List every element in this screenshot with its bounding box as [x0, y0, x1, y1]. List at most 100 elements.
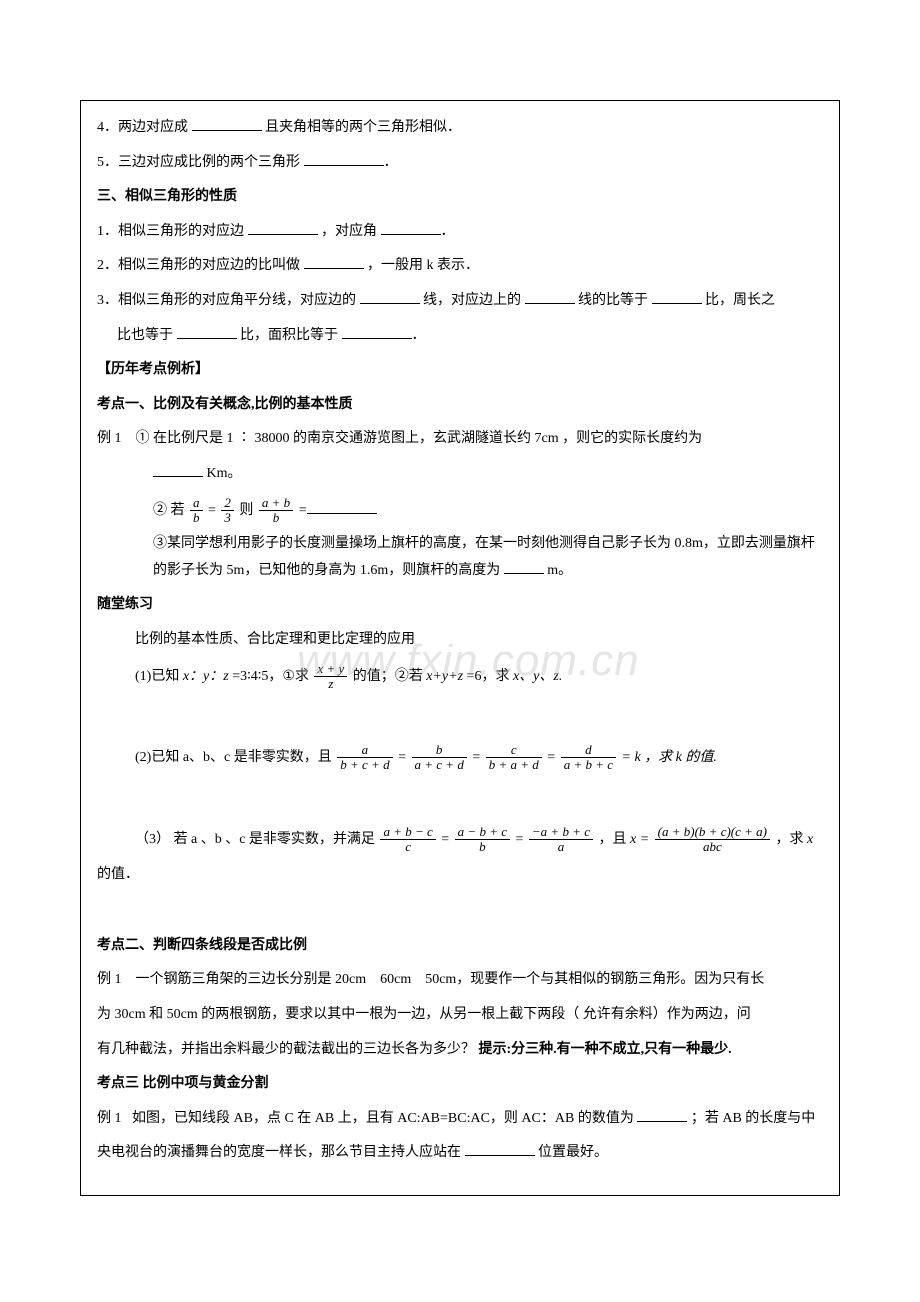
frac-den: a [529, 840, 593, 854]
s3-2-blank [304, 256, 364, 269]
s3-3-blank1 [360, 291, 420, 304]
frac-den: b + a + d [486, 758, 542, 772]
history-title: 【历年考点例析】 [97, 357, 823, 384]
kd2-ex-l3a: 有几种截法，并指出余料最少的截法截出的三边长各为多少？ [97, 1042, 475, 1057]
frac-num: a [190, 496, 203, 511]
frac-num: a [337, 743, 392, 758]
frac-num: d [561, 743, 616, 758]
kd2-title: 考点二、判断四条线段是否成比例 [97, 933, 823, 960]
sui-q1-sum: x+y+z [426, 669, 463, 684]
frac-num: −a + b + c [529, 825, 593, 840]
frac-f3: −a + b + c a [529, 825, 593, 855]
ex1-2b: 则 [239, 503, 257, 518]
ex1-label: 例 1 [97, 431, 122, 446]
sui-q1-xyz: x：y：z [183, 669, 229, 684]
frac-num: c [486, 743, 542, 758]
example-1-line1: 例 1 ① 在比例尺是 1 ∶ 38000 的南京交通游览图上，玄武湖隧道长约 … [97, 426, 823, 453]
kd3-title: 考点三 比例中项与黄金分割 [97, 1071, 823, 1098]
sui-sub-text: 比例的基本性质、合比定理和更比定理的应用 [135, 632, 415, 647]
frac-apb-b: a + b b [259, 496, 293, 526]
kd3-l1b: ；若 AB 的长度与中 [691, 1111, 815, 1126]
q4-blank [192, 118, 262, 131]
s3-item-3: 3．相似三角形的对应角平分线，对应边的 线，对应边上的 线的比等于 比，周长之 [97, 288, 823, 315]
suitang-sub: 比例的基本性质、合比定理和更比定理的应用 www.fxin.com.cn [97, 627, 823, 654]
frac-fx: (a + b)(b + c)(c + a) abc [655, 825, 770, 855]
s3-1-blank1 [248, 221, 318, 234]
sui-q1: (1)已知 x：y：z =3∶4∶5，①求 x + y z 的值；②若 x+y+… [97, 662, 823, 692]
sui-q2b: ，求 k 的值. [644, 750, 717, 765]
frac-den: a + c + d [412, 758, 467, 772]
frac-den: abc [655, 840, 770, 854]
frac-a-b: a b [190, 496, 203, 526]
frac-f1: a + b − c c [380, 825, 435, 855]
ex1-3a: ③某同学想利用影子的长度测量操场上旗杆的高度，在某一时刻他测得自己影子长为 0.… [153, 536, 815, 578]
frac-f2: a − b + c b [455, 825, 510, 855]
frac-d-abc: d a + b + c [561, 743, 616, 773]
s3-3-blank4 [177, 325, 237, 338]
spacer [97, 897, 823, 933]
frac-den: c [380, 840, 435, 854]
sui-q3b: ，且 [599, 832, 627, 847]
s3-3-blank3 [652, 291, 702, 304]
s3-3-e: 比也等于 [117, 328, 173, 343]
sui-q1d: =6，求 [467, 669, 513, 684]
frac-2-3: 2 3 [221, 496, 234, 526]
sui-q3c: ，求 [776, 832, 808, 847]
frac-den: b [259, 511, 293, 525]
frac-xpy-z: x + y z [314, 662, 347, 692]
frac-num: (a + b)(b + c)(c + a) [655, 825, 770, 840]
sui-q1a: (1)已知 [135, 669, 183, 684]
sui-q1c: 的值；②若 [353, 669, 427, 684]
s3-3-f: 比，面积比等于 [240, 328, 338, 343]
q4-text-a: 4．两边对应成 [97, 120, 188, 135]
content-frame: 4．两边对应成 且夹角相等的两个三角形相似． 5．三边对应成比例的两个三角形 ．… [80, 100, 840, 1196]
suitang-title: 随堂练习 [97, 592, 823, 619]
frac-den: a + b + c [561, 758, 616, 772]
frac-b-acd: b a + c + d [412, 743, 467, 773]
sui-q2a: (2)已知 a、b、c 是非零实数，且 [135, 750, 332, 765]
sui-q3: （3） 若 a 、b 、c 是非零实数，并满足 a + b − c c = a … [97, 825, 823, 855]
ex1-2-blank [307, 500, 377, 513]
sui-q2-eqk: = k [622, 750, 641, 765]
s3-1-a: 1．相似三角形的对应边 [97, 224, 244, 239]
s3-2-b: ，一般用 k 表示． [367, 258, 479, 273]
kd3-l2a: 央电视台的演播舞台的宽度一样长，那么节目主持人应站在 [97, 1145, 461, 1160]
frac-c-bad: c b + a + d [486, 743, 542, 773]
q5-blank [304, 152, 384, 165]
question-5: 5．三边对应成比例的两个三角形 ． [97, 150, 823, 177]
kd1-title: 考点一、比例及有关概念,比例的基本性质 [97, 392, 823, 419]
s3-item-3-cont: 比也等于 比，面积比等于 ． [97, 323, 823, 350]
ex1-2a: ② 若 [153, 503, 188, 518]
frac-num: a + b − c [380, 825, 435, 840]
ex1-3b: m。 [547, 563, 572, 578]
s3-1-b: ，对应角 [321, 224, 377, 239]
sui-q3d: 的值． [97, 867, 139, 882]
s3-3-d: 比，周长之 [705, 293, 775, 308]
kd3-ex-label: 例 1 [97, 1111, 122, 1126]
frac-den: b [190, 511, 203, 525]
ex1-1b: Km。 [207, 466, 242, 481]
frac-num: a − b + c [455, 825, 510, 840]
spacer [97, 781, 823, 825]
kd2-ex-l1: 例 1 一个钢筋三角架的三边长分别是 20cm 60cm 50cm，现要作一个与… [97, 967, 823, 994]
example-1-line2: ② 若 a b = 2 3 则 a + b b = [97, 496, 823, 526]
q4-text-b: 且夹角相等的两个三角形相似． [265, 120, 461, 135]
frac-num: 2 [221, 496, 234, 511]
kd3-ex-l1: 例 1 如图，已知线段 AB，点 C 在 AB 上，且有 AC:AB=BC:AC… [97, 1106, 823, 1133]
kd3-l1a: 如图，已知线段 AB，点 C 在 AB 上，且有 AC:AB=BC:AC，则 A… [132, 1111, 634, 1126]
s3-2-a: 2．相似三角形的对应边的比叫做 [97, 258, 300, 273]
frac-num: b [412, 743, 467, 758]
s3-3-blank2 [525, 291, 575, 304]
frac-num: x + y [314, 662, 347, 677]
kd3-l2b: 位置最好。 [538, 1145, 608, 1160]
s3-3-blank5 [342, 325, 412, 338]
frac-den: 3 [221, 511, 234, 525]
frac-num: a + b [259, 496, 293, 511]
frac-den: b [455, 840, 510, 854]
ex1-1-blank [153, 464, 203, 477]
q5-text: 5．三边对应成比例的两个三角形 [97, 155, 300, 170]
s3-3-b: 线，对应边上的 [423, 293, 521, 308]
sui-q3-x: x = [630, 832, 649, 847]
s3-item-1: 1．相似三角形的对应边 ，对应角 ． [97, 219, 823, 246]
s3-item-2: 2．相似三角形的对应边的比叫做 ，一般用 k 表示． [97, 253, 823, 280]
